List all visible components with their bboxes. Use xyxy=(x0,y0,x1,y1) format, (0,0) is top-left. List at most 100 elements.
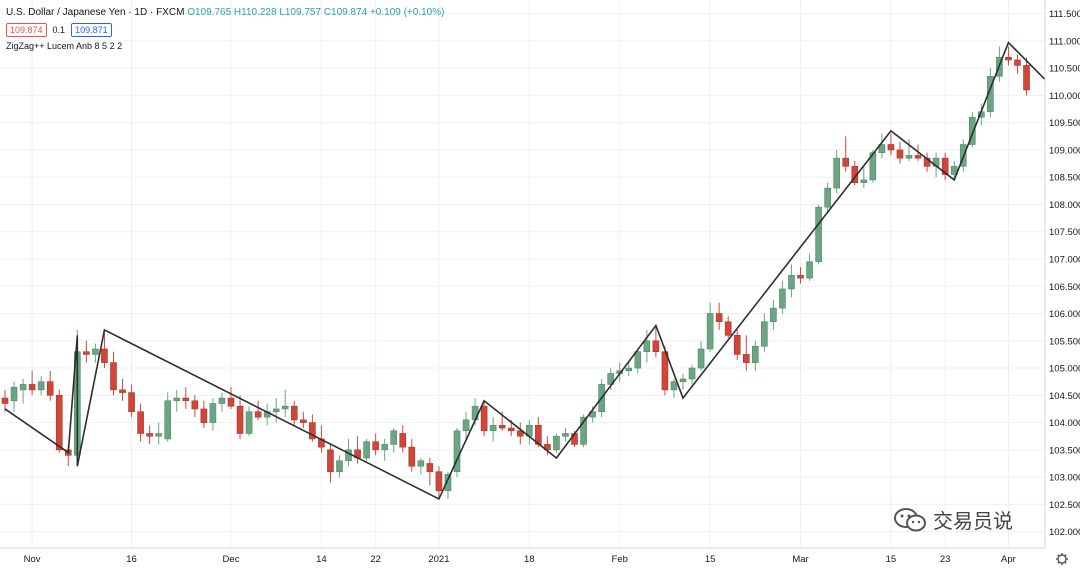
price-tick-label: 109.000 xyxy=(1049,145,1080,156)
watermark-text: 交易员说 xyxy=(933,511,1013,533)
candle-up xyxy=(815,204,822,265)
candle-up xyxy=(263,403,271,426)
candle-body xyxy=(426,463,434,472)
candle-down xyxy=(101,332,108,369)
candle-body xyxy=(227,397,235,407)
candle-body xyxy=(761,321,768,347)
candle-down xyxy=(742,335,750,371)
time-tick-label: 22 xyxy=(370,554,381,565)
candle-body xyxy=(372,441,379,451)
candle-body xyxy=(164,400,172,440)
candle-body xyxy=(101,348,108,363)
candle-down xyxy=(408,438,416,472)
candle-body xyxy=(824,187,831,208)
candle-body xyxy=(300,419,307,423)
candle-body xyxy=(408,446,416,467)
candle-down xyxy=(941,152,949,180)
candle-body xyxy=(878,144,886,153)
candle-down xyxy=(715,302,723,330)
candle-body xyxy=(788,275,795,290)
price-tick-label: 108.500 xyxy=(1049,173,1080,184)
candle-body xyxy=(28,384,36,391)
candle-body xyxy=(417,460,425,467)
bid-price-badge[interactable]: 109.874 xyxy=(6,23,47,37)
time-tick-label: Dec xyxy=(223,554,240,565)
candle-down xyxy=(119,378,126,401)
candle-body xyxy=(516,430,524,437)
candle-body xyxy=(471,405,479,421)
candle-down xyxy=(733,329,741,360)
price-tick-label: 106.000 xyxy=(1049,309,1080,320)
candle-down xyxy=(842,136,850,172)
candle-up xyxy=(670,378,678,399)
candle-up xyxy=(770,299,777,330)
candle-down xyxy=(137,403,144,442)
time-tick-label: 15 xyxy=(705,554,716,565)
candle-body xyxy=(679,378,687,382)
chart-settings-gear-icon[interactable] xyxy=(1056,553,1068,565)
gear-tooth xyxy=(1064,561,1067,564)
price-tick-label: 103.000 xyxy=(1049,473,1080,484)
time-tick-label: 18 xyxy=(524,554,535,565)
candles-layer xyxy=(1,46,1030,499)
candle-body xyxy=(480,405,488,432)
candle-body xyxy=(489,425,497,432)
price-axis[interactable]: 102.000 102.500 103.000 103.500 104.000 104.5… xyxy=(1044,0,1080,548)
candle-down xyxy=(327,444,334,483)
candle-up xyxy=(869,149,877,183)
candle-up xyxy=(752,340,759,371)
candle-body xyxy=(336,460,343,472)
watermark: 交易员说 xyxy=(893,505,1013,534)
candle-body xyxy=(1014,59,1021,66)
candle-body xyxy=(770,307,777,323)
price-tick-label: 111.000 xyxy=(1049,36,1080,47)
time-tick-label: Apr xyxy=(1001,554,1016,565)
grid-lines xyxy=(0,0,1045,548)
candle-up xyxy=(905,139,913,161)
candle-up xyxy=(209,398,217,431)
time-axis[interactable]: Nov 16 Dec 14 22 2021 18 Feb 15 Mar 15 23 Apr xyxy=(0,547,1045,565)
candle-up xyxy=(697,340,705,371)
time-tick-label: 2021 xyxy=(428,554,449,565)
price-tick-label: 109.500 xyxy=(1049,118,1080,129)
candle-body xyxy=(625,367,633,372)
price-tick-label: 105.500 xyxy=(1049,336,1080,347)
candle-down xyxy=(200,400,208,429)
candle-body xyxy=(110,362,117,391)
candle-body xyxy=(860,179,868,183)
candle-up xyxy=(444,471,452,499)
symbol-title: U.S. Dollar / Japanese Yen · 1D · FXCM xyxy=(6,7,185,18)
candle-body xyxy=(453,430,461,472)
candle-body xyxy=(444,474,452,492)
zigzag-indicator-layer xyxy=(4,41,1046,501)
symbol-legend[interactable]: U.S. Dollar / Japanese Yen · 1D · FXCM O… xyxy=(6,7,444,18)
candle-up xyxy=(462,411,470,439)
candle-body xyxy=(752,345,759,363)
candle-body xyxy=(715,313,723,323)
candle-up xyxy=(833,149,840,194)
candle-down xyxy=(110,351,117,396)
candle-up xyxy=(761,313,768,352)
ask-price-badge[interactable]: 109.871 xyxy=(71,23,112,37)
candle-body xyxy=(733,335,741,355)
price-tick-label: 107.500 xyxy=(1049,227,1080,238)
candle-body xyxy=(309,422,316,440)
candle-body xyxy=(128,392,135,412)
indicator-legend[interactable]: ZigZag++ Lucem Anb 8 5 2 2 xyxy=(6,41,123,51)
candle-down xyxy=(896,141,904,164)
candle-up xyxy=(634,348,642,374)
candle-body xyxy=(182,397,190,402)
time-tick-label: Mar xyxy=(792,554,808,565)
time-tick-label: 15 xyxy=(886,554,897,565)
candle-up xyxy=(381,438,388,461)
candle-body xyxy=(833,157,840,189)
candle-up xyxy=(860,166,868,189)
candle-up xyxy=(643,329,651,363)
candle-body xyxy=(842,157,850,167)
candle-up xyxy=(272,398,280,423)
price-tick-label: 110.500 xyxy=(1049,64,1080,75)
candle-down xyxy=(28,370,36,396)
candle-up xyxy=(679,373,687,390)
